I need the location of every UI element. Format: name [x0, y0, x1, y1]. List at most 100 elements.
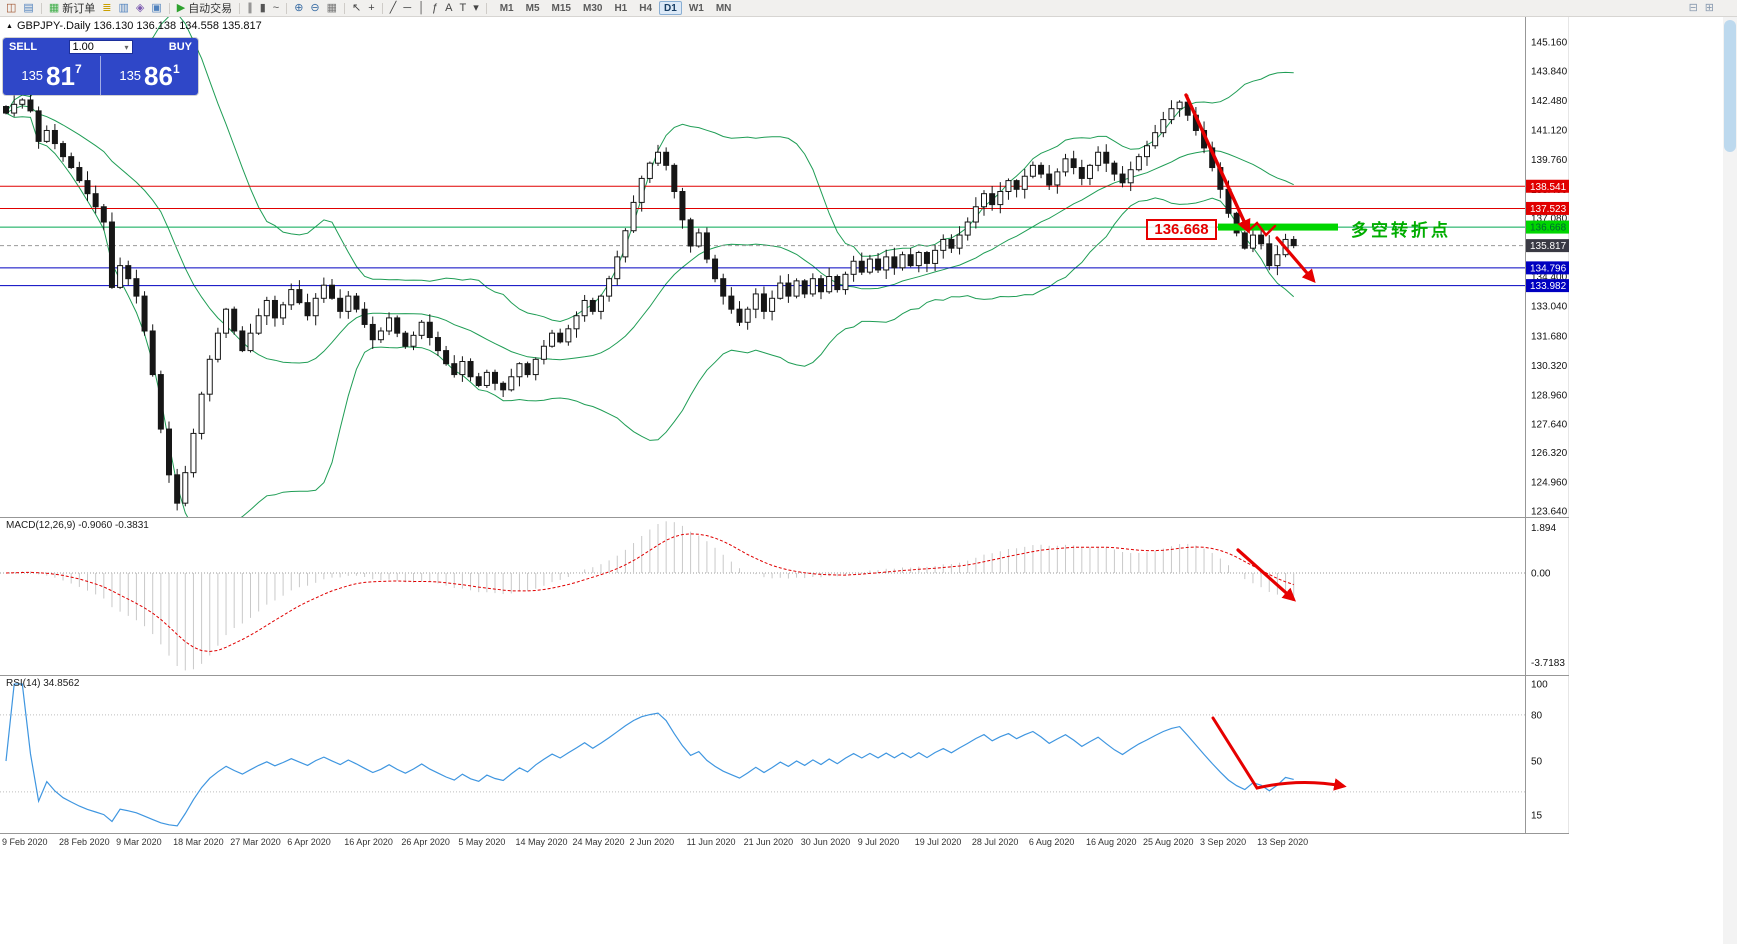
trendline-icon: ╱: [389, 1, 397, 14]
chart-window-gbpjpy-daily: 145.160143.840142.480141.120139.760138.4…: [0, 17, 1569, 850]
date-axis-label: 16 Aug 2020: [1085, 837, 1137, 847]
zoom-out-icon[interactable]: ⊖: [307, 1, 322, 16]
turning-point-highlight[interactable]: [1218, 223, 1338, 231]
trendline-icon[interactable]: ╱: [387, 1, 400, 16]
trend-arrows: [1184, 93, 1316, 284]
svg-text:142.480: 142.480: [1531, 96, 1568, 107]
tile-windows-icon[interactable]: ▦: [324, 1, 340, 16]
timeframe-button-M1[interactable]: M1: [499, 3, 514, 14]
horizontal-level-lines: [0, 185, 1525, 287]
text-label-icon[interactable]: T: [456, 1, 469, 16]
text-icon[interactable]: A: [442, 1, 455, 16]
arrows-dropdown-icon[interactable]: ▾: [470, 1, 482, 16]
bollinger-middle: [5, 105, 1294, 364]
main-price-chart[interactable]: 145.160143.840142.480141.120139.760138.4…: [0, 17, 1569, 517]
timeframe-button-MN[interactable]: MN: [715, 3, 732, 14]
chart-title-text: GBPJPY-.Daily 136.130 136.138 134.558 13…: [16, 20, 262, 32]
date-axis-label: 19 Jul 2020: [914, 837, 962, 847]
timeframe-button-W1[interactable]: W1: [688, 3, 704, 14]
svg-text:100: 100: [1531, 680, 1548, 691]
buy-price-pip: 1: [172, 62, 180, 76]
new-window-icon[interactable]: ⊞: [1702, 1, 1717, 16]
date-axis-label: 28 Feb 2020: [59, 837, 110, 847]
scrollbar-thumb[interactable]: [1724, 20, 1736, 152]
terminal-icon: ▣: [151, 1, 162, 14]
toolbar-separator: [239, 2, 241, 14]
svg-text:0.00: 0.00: [1531, 569, 1551, 580]
buy-price-main: 86: [144, 60, 173, 91]
macd-label: MACD(12,26,9) -0.9060 -0.3831: [6, 520, 149, 531]
turning-point-annotation[interactable]: 多空转折点: [1351, 221, 1451, 240]
timeframe-button-M30[interactable]: M30: [582, 3, 603, 14]
timeframe-button-H1[interactable]: H1: [614, 3, 628, 14]
data-window-icon[interactable]: ▥: [115, 1, 131, 16]
date-axis-label: 24 May 2020: [572, 837, 625, 847]
vertical-line-icon[interactable]: │: [415, 1, 428, 16]
macd-histogram: [13, 521, 1295, 671]
date-axis-label: 14 May 2020: [515, 837, 568, 847]
text-icon: A: [445, 1, 453, 14]
sell-button[interactable]: 135 81 7: [3, 56, 101, 95]
line-chart-icon[interactable]: ~: [270, 1, 282, 16]
volume-value: 1.00: [72, 41, 94, 53]
date-axis-label: 27 Mar 2020: [230, 837, 281, 847]
date-axis-label: 26 Apr 2020: [401, 837, 450, 847]
volume-dropdown-icon[interactable]: ▾: [124, 42, 129, 52]
macd-indicator-panel[interactable]: 1.894 0.00 -3.7183: [0, 517, 1569, 675]
toolbar-separator: [286, 2, 288, 14]
zoom-in-icon[interactable]: ⊕: [291, 1, 306, 16]
rsi-indicator-panel[interactable]: 100 80 50 15: [0, 675, 1569, 833]
date-axis-label: 11 Jun 2020: [686, 837, 736, 847]
svg-text:135.817: 135.817: [1530, 241, 1567, 252]
volume-input[interactable]: 1.00 ▾: [68, 40, 133, 54]
market-watch-icon[interactable]: ≣: [99, 1, 114, 16]
dock-window-icon: ⊟: [1688, 1, 1698, 14]
crosshair-icon[interactable]: +: [365, 1, 377, 16]
date-axis-label: 25 Aug 2020: [1143, 837, 1194, 847]
cursor-icon[interactable]: ↖: [349, 1, 364, 16]
buy-button[interactable]: 135 86 1: [101, 56, 198, 95]
new-order-button-label: 新订单: [62, 3, 96, 15]
vertical-scrollbar[interactable]: [1723, 17, 1737, 944]
new-chart-icon[interactable]: ◫: [3, 1, 19, 16]
svg-text:130.320: 130.320: [1531, 361, 1568, 372]
zoom-out-icon: ⊖: [310, 1, 320, 14]
arrows-dropdown-icon: ▾: [473, 1, 479, 14]
text-label-icon: T: [459, 1, 467, 14]
dock-window-icon[interactable]: ⊟: [1686, 1, 1701, 16]
auto-trading-icon: ▶: [176, 1, 186, 14]
candlestick-chart-icon[interactable]: ▮: [257, 1, 269, 16]
svg-text:138.541: 138.541: [1530, 182, 1567, 193]
data-window-icon: ▥: [118, 1, 129, 14]
rsi-axis-labels: 100 80 50 15: [1531, 680, 1548, 822]
timeframe-button-M15[interactable]: M15: [551, 3, 571, 14]
macd-arrow: [1236, 548, 1297, 602]
svg-text:123.640: 123.640: [1531, 507, 1568, 517]
navigator-icon[interactable]: ◈: [133, 1, 147, 16]
timeframe-button-M5[interactable]: M5: [525, 3, 540, 14]
auto-trading-button[interactable]: ▶ 自动交易: [174, 1, 235, 16]
bar-chart-icon[interactable]: ∥: [244, 1, 256, 16]
macd-signal-line: [5, 533, 1294, 653]
horizontal-line-icon: ─: [403, 1, 412, 14]
timeframe-toolbar: M1 M5 M15 M30 H1 H4 D1 W1 MN: [495, 1, 737, 15]
svg-text:-3.7183: -3.7183: [1531, 658, 1565, 669]
chart-collapse-icon[interactable]: ▲: [6, 22, 13, 30]
time-axis[interactable]: 9 Feb 2020 28 Feb 2020 9 Mar 2020 18 Mar 20…: [0, 833, 1569, 850]
new-order-button[interactable]: ▦ 新订单: [46, 1, 98, 16]
fibonacci-icon[interactable]: ƒ: [429, 1, 441, 16]
auto-trading-button-label: 自动交易: [188, 3, 233, 15]
sell-price-prefix: 135: [21, 68, 44, 83]
rsi-arrow: [1211, 716, 1347, 791]
one-click-trading-panel: SELL 1.00 ▾ BUY 135 81 7 135 86 1: [3, 38, 198, 95]
chart-profiles-icon[interactable]: ▤: [20, 1, 36, 16]
candlestick-chart-icon: ▮: [259, 1, 266, 14]
horizontal-line-icon[interactable]: ─: [400, 1, 414, 16]
timeframe-button-D1[interactable]: D1: [659, 1, 682, 15]
price-annotation-box[interactable]: 136.668: [1146, 219, 1217, 240]
timeframe-button-H4[interactable]: H4: [639, 3, 653, 14]
navigator-icon: ◈: [135, 1, 145, 14]
svg-text:80: 80: [1531, 710, 1543, 721]
terminal-icon[interactable]: ▣: [148, 1, 164, 16]
